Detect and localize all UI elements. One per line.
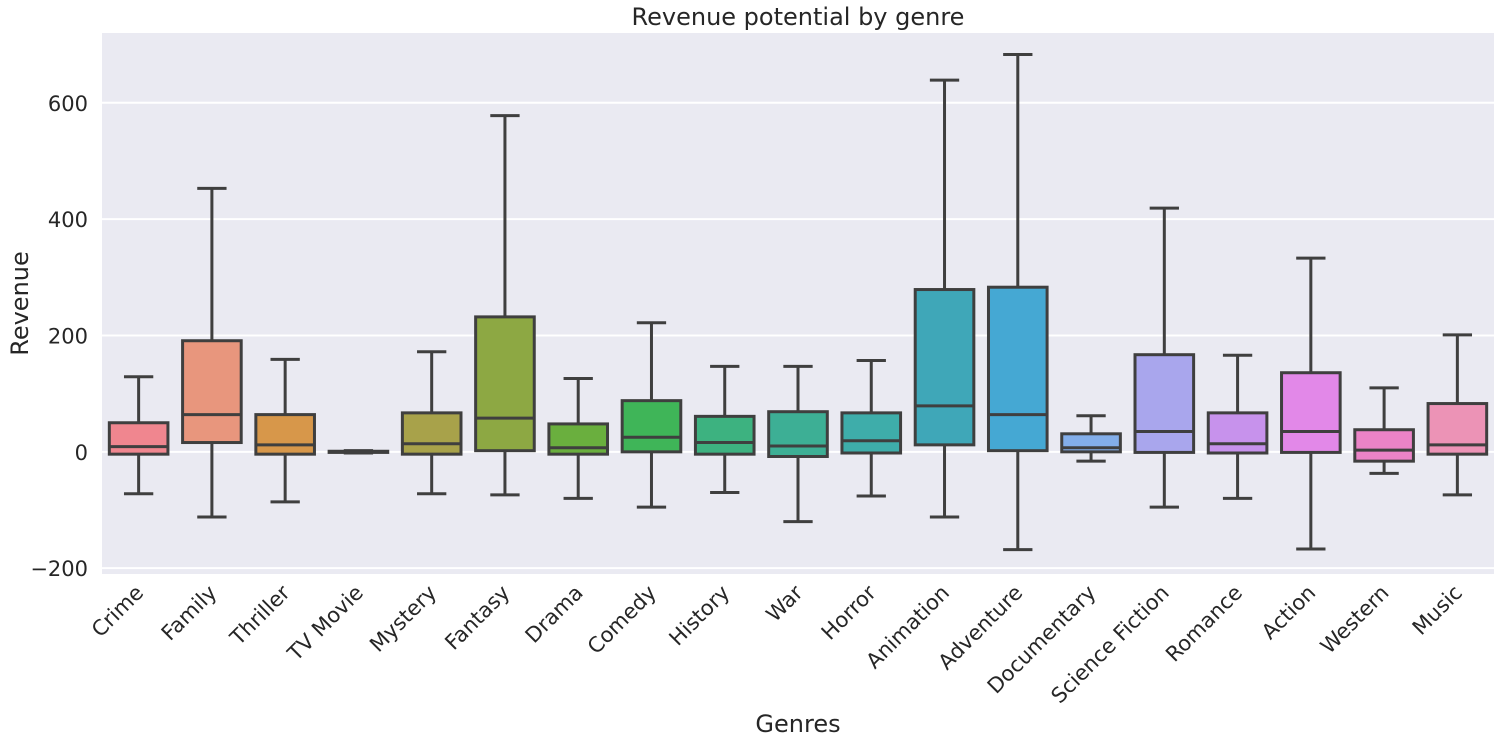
box-animation	[913, 78, 976, 519]
x-tick-label: Comedy	[583, 581, 661, 659]
box-mystery	[400, 350, 463, 496]
x-tick-label: Music	[1408, 581, 1467, 640]
box-iqr	[1353, 428, 1415, 463]
box-family	[181, 186, 243, 519]
x-tick-label: Crime	[87, 581, 148, 642]
x-tick-label: Western	[1316, 581, 1394, 659]
box-science-fiction	[1133, 206, 1196, 509]
box-music	[1426, 333, 1489, 497]
box-western	[1353, 386, 1415, 475]
y-axis-ticks: −200 0 200 400 600	[30, 92, 88, 581]
x-tick-label: History	[664, 581, 734, 651]
box-iqr	[1280, 371, 1342, 454]
box-iqr	[1133, 353, 1196, 454]
box-iqr	[1426, 402, 1489, 456]
box-iqr	[913, 288, 976, 447]
x-tick-label: Thriller	[225, 580, 295, 650]
box-iqr	[620, 399, 683, 454]
box-iqr	[840, 411, 903, 455]
box-iqr	[693, 414, 756, 456]
box-iqr	[254, 413, 316, 456]
x-axis-label: Genres	[755, 710, 840, 738]
box-comedy	[620, 321, 683, 509]
box-iqr	[474, 315, 536, 453]
x-tick-label: Drama	[521, 581, 588, 648]
box-iqr	[1206, 411, 1269, 455]
box-horror	[840, 359, 903, 498]
box-iqr	[400, 411, 463, 456]
x-tick-label: Mystery	[365, 581, 441, 657]
x-tick-label: War	[762, 580, 808, 626]
box-iqr	[767, 410, 829, 458]
box-iqr	[986, 285, 1049, 453]
box-history	[693, 364, 756, 495]
y-tick-label: 200	[48, 324, 88, 348]
box-action	[1280, 256, 1342, 551]
y-tick-label: 600	[48, 92, 88, 116]
box-adventure	[986, 53, 1049, 552]
x-tick-label: Fantasy	[440, 581, 514, 655]
y-tick-label: 0	[75, 441, 88, 465]
box-iqr	[107, 421, 170, 456]
x-tick-label: Horror	[817, 580, 881, 644]
box-drama	[547, 377, 610, 500]
box-war	[767, 364, 829, 524]
box-fantasy	[474, 114, 536, 497]
boxes	[107, 53, 1489, 552]
box-tv-movie	[327, 449, 390, 455]
x-tick-label: Family	[157, 581, 222, 646]
chart-title: Revenue potential by genre	[632, 3, 965, 31]
y-tick-label: 400	[48, 208, 88, 232]
box-thriller	[254, 357, 316, 504]
box-crime	[107, 375, 170, 496]
box-iqr	[547, 422, 610, 456]
x-tick-label: Romance	[1161, 581, 1247, 667]
box-iqr	[181, 339, 243, 445]
y-axis-label: Revenue	[6, 251, 34, 356]
y-tick-label: −200	[30, 557, 88, 581]
box-documentary	[1060, 414, 1122, 463]
x-tick-label: Action	[1257, 581, 1320, 644]
box-romance	[1206, 353, 1269, 500]
x-tick-label: TV Movie	[282, 581, 368, 667]
